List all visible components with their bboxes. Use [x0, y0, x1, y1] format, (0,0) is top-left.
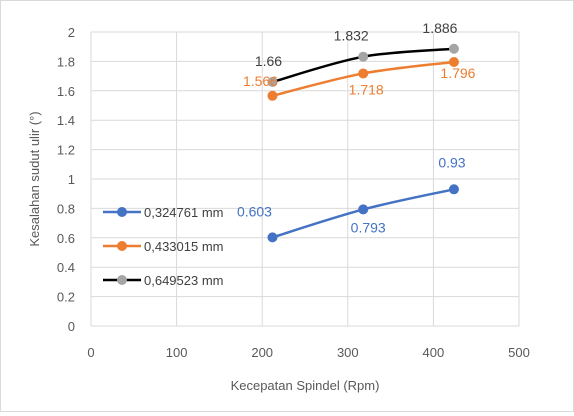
x-tick-label: 100 [166, 345, 188, 360]
y-tick-label: 1.2 [57, 143, 75, 158]
y-tick-label: 0.2 [57, 290, 75, 305]
x-tick-label: 0 [87, 345, 94, 360]
y-tick-label: 0.4 [57, 260, 75, 275]
data-point [267, 232, 278, 243]
y-tick-label: 1.6 [57, 84, 75, 99]
data-point [448, 184, 459, 195]
y-tick-label: 1 [68, 172, 75, 187]
legend-marker [117, 241, 127, 251]
legend-marker [117, 275, 127, 285]
data-point [358, 204, 369, 215]
legend-label: 0,649523 mm [144, 273, 224, 288]
data-point [358, 68, 369, 79]
x-tick-label: 500 [508, 345, 530, 360]
y-tick-label: 0.6 [57, 231, 75, 246]
legend-label: 0,433015 mm [144, 239, 224, 254]
x-tick-label: 200 [251, 345, 273, 360]
y-tick-label: 2 [68, 25, 75, 40]
x-tick-label: 300 [337, 345, 359, 360]
y-axis-title: Kesalahan sudut ulir (°) [27, 111, 42, 246]
data-label: 1.66 [255, 53, 282, 69]
data-label: 1.886 [422, 20, 457, 36]
y-tick-label: 1.4 [57, 113, 75, 128]
grid-layer [90, 31, 520, 327]
x-tick-label: 400 [423, 345, 445, 360]
y-tick-label: 0.8 [57, 201, 75, 216]
data-label: 1.566 [243, 73, 278, 89]
data-label: 1.832 [334, 28, 369, 44]
data-label: 0.793 [351, 219, 386, 235]
data-label: 0.603 [237, 203, 272, 219]
legend-label: 0,324761 mm [144, 205, 224, 220]
x-axis-title: Kecepatan Spindel (Rpm) [231, 378, 380, 393]
y-tick-label: 0 [68, 319, 75, 334]
legend: 0,324761 mm 0,433015 mm 0,649523 mm [103, 205, 224, 288]
data-point [358, 51, 369, 62]
data-point [448, 56, 459, 67]
data-point [448, 43, 459, 54]
legend-marker [117, 207, 127, 217]
label-layer: 0.603 0.793 0.93 1.566 1.718 1.796 1.66 1.832 1.… [237, 20, 476, 236]
data-label: 1.718 [349, 81, 384, 97]
data-point [267, 90, 278, 101]
series-layer [267, 43, 459, 243]
data-label: 0.93 [438, 154, 465, 170]
data-point [267, 76, 278, 87]
data-label: 1.796 [440, 65, 475, 81]
axes-layer: Kecepatan Spindel (Rpm) Kesalahan sudut … [27, 25, 530, 393]
y-tick-label: 1.8 [57, 54, 75, 69]
